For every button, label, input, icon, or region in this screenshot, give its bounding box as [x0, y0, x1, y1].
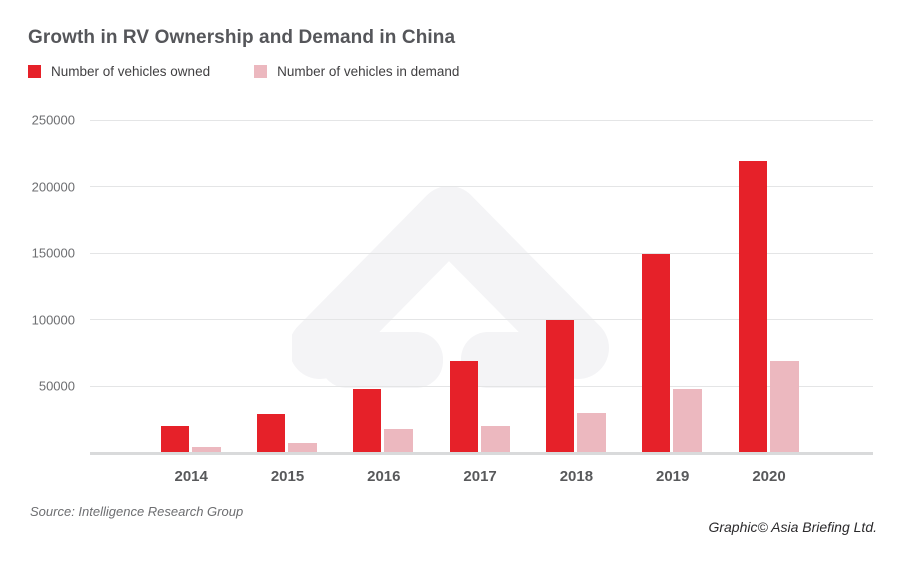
bar-owned-2015	[257, 413, 285, 453]
gridline	[90, 252, 873, 254]
legend-label-demand: Number of vehicles in demand	[277, 64, 460, 79]
bar-demand-2020	[769, 360, 799, 453]
y-axis-tick-label: 150000	[31, 245, 75, 261]
gridline	[90, 186, 873, 187]
bar-owned-2019	[642, 254, 671, 453]
x-axis-tick-label: 2018	[559, 468, 594, 485]
legend-swatch-owned	[28, 65, 41, 78]
legend: Number of vehicles owned Number of vehic…	[28, 64, 503, 79]
bar-owned-2014	[160, 425, 189, 453]
legend-swatch-demand	[254, 65, 268, 78]
bar-owned-2020	[738, 161, 767, 453]
gridline	[90, 319, 873, 320]
bar-demand-2019	[673, 388, 703, 453]
bar-owned-2018	[545, 319, 574, 453]
bar-owned-2016	[353, 388, 382, 453]
gridline	[90, 385, 873, 387]
x-axis-tick-label: 2019	[656, 468, 690, 485]
credit-note: Graphic© Asia Briefing Ltd.	[708, 519, 877, 535]
x-axis-tick-label: 2015	[270, 468, 305, 485]
x-axis-tick-label: 2016	[367, 468, 401, 485]
x-axis-line	[90, 451, 873, 455]
gridline	[90, 119, 873, 121]
bar-demand-2016	[384, 429, 414, 453]
source-note: Source: Intelligence Research Group	[30, 504, 244, 519]
chart-title: Growth in RV Ownership and Demand in Chi…	[28, 27, 456, 48]
y-axis-tick-label: 200000	[31, 179, 75, 194]
y-axis-tick-label: 50000	[38, 378, 75, 394]
x-axis-tick-label: 2017	[463, 468, 497, 485]
bar-owned-2017	[449, 360, 478, 453]
legend-item-demand: Number of vehicles in demand	[254, 64, 459, 79]
plot-area: 50000 100000 150000 200000 250000 2014 2015 201…	[32, 0, 873, 566]
bar-demand-2018	[576, 412, 606, 453]
x-axis-tick-label: 2014	[174, 468, 208, 485]
x-axis-tick-label: 2020	[752, 468, 786, 485]
y-axis-tick-label: 100000	[31, 312, 75, 327]
bar-demand-2017	[480, 425, 510, 453]
bar-demand-2014	[191, 446, 221, 453]
y-axis-tick-label: 250000	[31, 112, 75, 128]
legend-item-owned: Number of vehicles owned	[28, 64, 210, 79]
legend-label-owned: Number of vehicles owned	[51, 64, 211, 79]
bar-demand-2015	[288, 442, 317, 453]
